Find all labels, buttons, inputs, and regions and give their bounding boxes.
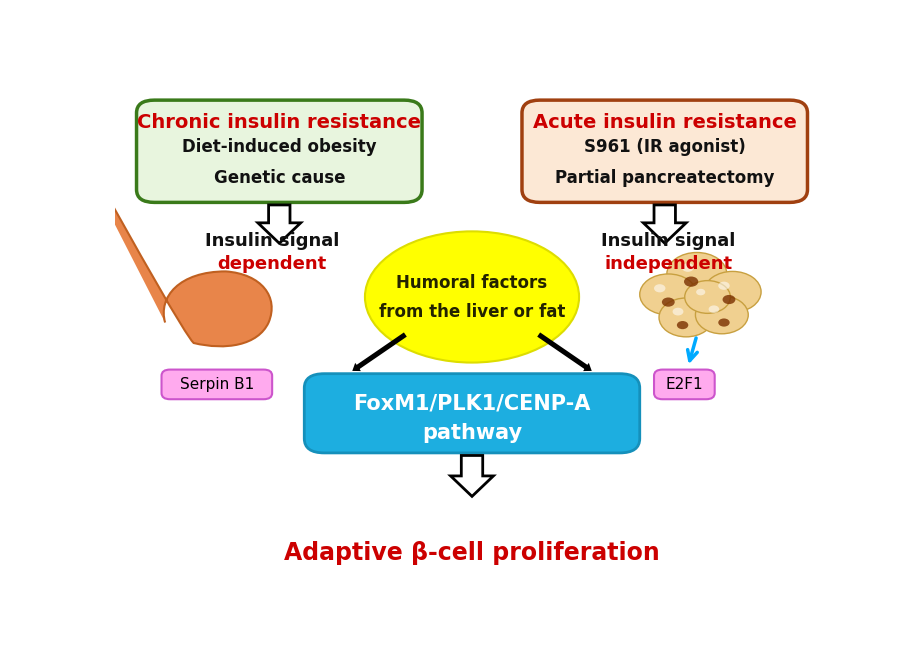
Text: from the liver or fat: from the liver or fat xyxy=(379,303,565,321)
Circle shape xyxy=(708,305,719,313)
Circle shape xyxy=(696,289,705,295)
Polygon shape xyxy=(539,335,589,370)
Text: independent: independent xyxy=(604,255,732,273)
FancyBboxPatch shape xyxy=(136,100,422,203)
Text: Adaptive β-cell proliferation: Adaptive β-cell proliferation xyxy=(285,540,659,564)
Circle shape xyxy=(718,282,729,290)
Circle shape xyxy=(682,263,694,272)
Circle shape xyxy=(677,321,688,329)
Text: pathway: pathway xyxy=(422,423,522,443)
Circle shape xyxy=(718,319,729,327)
Text: Humoral factors: Humoral factors xyxy=(396,274,548,291)
Ellipse shape xyxy=(365,231,579,363)
Circle shape xyxy=(704,272,761,312)
FancyBboxPatch shape xyxy=(304,374,640,453)
Text: Diet-induced obesity: Diet-induced obesity xyxy=(182,139,377,157)
Polygon shape xyxy=(450,456,494,497)
FancyBboxPatch shape xyxy=(161,370,273,399)
Circle shape xyxy=(695,296,748,334)
Circle shape xyxy=(684,276,698,287)
Text: FoxM1/PLK1/CENP-A: FoxM1/PLK1/CENP-A xyxy=(354,394,590,414)
Circle shape xyxy=(640,274,697,315)
Circle shape xyxy=(684,281,730,313)
Text: Acute insulin resistance: Acute insulin resistance xyxy=(532,113,797,132)
Text: E2F1: E2F1 xyxy=(666,377,703,392)
Circle shape xyxy=(662,297,675,307)
FancyBboxPatch shape xyxy=(522,100,808,203)
Circle shape xyxy=(723,295,735,304)
Text: Partial pancreatectomy: Partial pancreatectomy xyxy=(555,169,775,187)
Circle shape xyxy=(654,284,666,292)
Circle shape xyxy=(667,252,727,295)
Text: Insulin signal: Insulin signal xyxy=(601,232,736,250)
PathPatch shape xyxy=(0,272,272,664)
Circle shape xyxy=(672,307,683,315)
Text: S961 (IR agonist): S961 (IR agonist) xyxy=(584,139,746,157)
Text: Serpin B1: Serpin B1 xyxy=(180,377,254,392)
Polygon shape xyxy=(258,205,300,243)
Circle shape xyxy=(659,298,713,337)
Text: Chronic insulin resistance: Chronic insulin resistance xyxy=(137,113,421,132)
Polygon shape xyxy=(355,335,405,370)
Text: Genetic cause: Genetic cause xyxy=(214,169,345,187)
Polygon shape xyxy=(643,205,686,243)
Text: Insulin signal: Insulin signal xyxy=(205,232,339,250)
FancyBboxPatch shape xyxy=(654,370,715,399)
Text: dependent: dependent xyxy=(217,255,327,273)
